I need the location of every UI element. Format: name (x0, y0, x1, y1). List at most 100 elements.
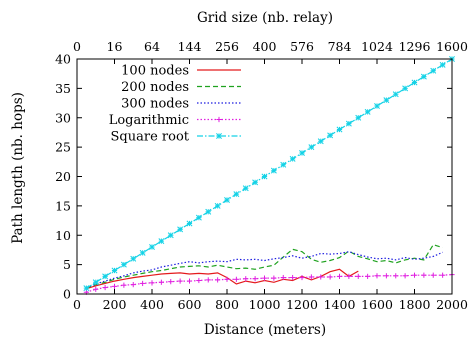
x-tick-label: 1000 (249, 297, 281, 312)
data-point (402, 273, 408, 279)
data-point (186, 278, 193, 284)
y-tick-label: 30 (55, 110, 71, 125)
top-x-tick-label: 1600 (436, 39, 468, 54)
y-tick-label: 25 (55, 140, 71, 155)
x-tick-label: 800 (215, 297, 239, 312)
data-point (177, 278, 183, 284)
data-point (393, 273, 399, 279)
legend-entry-100-nodes: 100 nodes (121, 64, 241, 79)
data-point (439, 61, 446, 68)
y-tick-label: 40 (55, 52, 71, 67)
top-x-tick-label: 1024 (361, 39, 393, 54)
data-point (186, 220, 193, 227)
data-point (205, 208, 212, 215)
data-point (252, 179, 259, 186)
data-point (111, 283, 118, 289)
data-point (102, 273, 109, 280)
x-tick-label: 400 (140, 297, 164, 312)
data-point (252, 276, 258, 282)
data-point (83, 285, 90, 292)
legend-entry-square-root: Square root (111, 130, 241, 145)
top-x-tick-label: 64 (144, 39, 160, 54)
data-point (299, 274, 305, 281)
data-point (261, 173, 268, 180)
series-layer (83, 56, 455, 295)
y-tick-label: 20 (55, 169, 71, 184)
data-point (243, 276, 249, 282)
data-point (411, 79, 418, 86)
legend-marker (216, 133, 222, 139)
data-point (195, 214, 202, 221)
data-point (355, 273, 361, 279)
data-point (102, 284, 108, 291)
data-point (167, 232, 174, 239)
data-point (280, 161, 287, 168)
data-point (139, 249, 146, 256)
x-tick-label: 1800 (399, 297, 431, 312)
data-point (364, 108, 371, 115)
x-tick-label: 200 (103, 297, 127, 312)
data-point (355, 114, 362, 121)
series-line-square-root (86, 58, 453, 289)
data-point (224, 197, 230, 203)
data-point (327, 132, 334, 139)
x-tick-label: 1400 (324, 297, 356, 312)
x-tick-label: 1600 (361, 297, 393, 312)
data-point (411, 272, 418, 278)
data-point (392, 91, 399, 98)
legend-label: Logarithmic (109, 113, 189, 128)
data-point (430, 272, 436, 278)
legend-entry-300-nodes: 300 nodes (121, 97, 241, 112)
data-point (120, 261, 127, 268)
legend-entry-logarithmic: Logarithmic (109, 113, 241, 128)
top-x-tick-label: 576 (290, 39, 314, 54)
y-tick-label: 15 (55, 198, 71, 213)
data-point (374, 273, 380, 279)
top-x-tick-label: 784 (328, 39, 352, 54)
data-point (196, 277, 202, 284)
data-point (365, 273, 371, 279)
series-line-logarithmic (86, 274, 453, 293)
data-point (130, 282, 136, 288)
data-point (327, 274, 333, 280)
data-point (280, 274, 286, 281)
top-x-tick-label: 400 (253, 39, 277, 54)
series-logarithmic (83, 272, 455, 295)
data-point (130, 255, 137, 262)
data-point (140, 280, 146, 287)
data-point (290, 274, 296, 281)
data-point (374, 103, 380, 109)
y-axis-title: Path length (nb. hops) (10, 92, 26, 244)
top-x-tick-label: 1296 (399, 39, 431, 54)
x-tick-label: 600 (178, 297, 202, 312)
legend-label: 200 nodes (121, 80, 189, 95)
data-point (336, 273, 343, 279)
data-point (205, 277, 211, 283)
data-point (149, 244, 155, 250)
data-point (224, 276, 230, 282)
legend-marker (216, 116, 222, 123)
data-point (215, 277, 221, 283)
x-tick-label: 2000 (436, 297, 468, 312)
top-x-tick-label: 16 (107, 39, 123, 54)
top-x-tick-label: 144 (178, 39, 202, 54)
data-point (421, 272, 427, 278)
series-line-300-nodes (86, 251, 443, 289)
top-x-tick-label: 256 (215, 39, 239, 54)
series-300-nodes (86, 251, 443, 289)
y-tick-label: 35 (55, 81, 71, 96)
series-square-root (83, 56, 455, 292)
data-point (402, 85, 409, 92)
data-point (233, 276, 239, 282)
data-point (420, 73, 427, 80)
data-point (308, 144, 315, 151)
data-point (318, 274, 324, 280)
data-point (308, 274, 314, 280)
data-point (111, 267, 118, 274)
legend-label: 100 nodes (121, 64, 189, 79)
top-x-axis-title: Grid size (nb. relay) (197, 10, 333, 26)
data-point (121, 282, 127, 288)
series-line-200-nodes (86, 243, 443, 289)
